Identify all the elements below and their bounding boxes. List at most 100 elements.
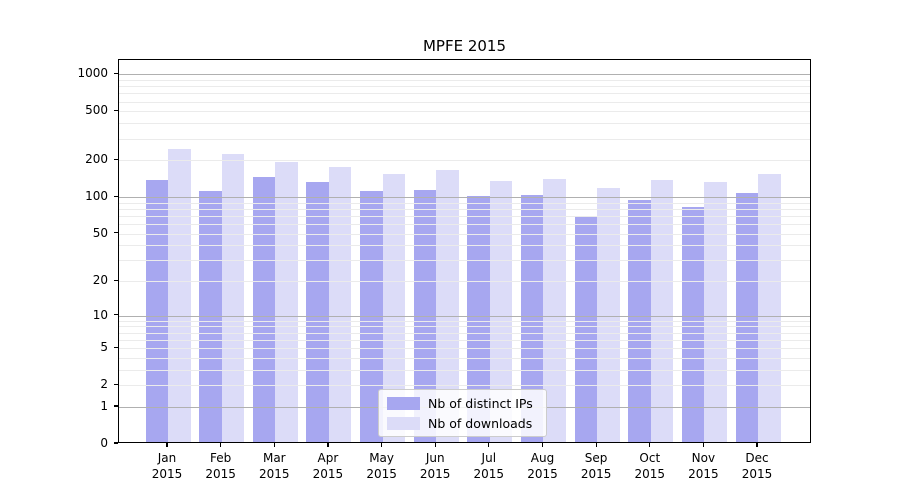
bar-distinct-ips-aug (520, 195, 544, 442)
legend-entry-downloads: Nb of downloads (387, 416, 546, 431)
bar-downloads-mar (275, 162, 298, 442)
gridline-minor-4 (119, 357, 810, 359)
bar-downloads-sep (597, 188, 620, 442)
gridline-major-1000 (119, 74, 810, 76)
y-tick-label-50: 50 (92, 225, 108, 240)
gridline-minor-80 (119, 208, 810, 210)
gridline-minor-60 (119, 224, 810, 225)
gridline-minor-900 (119, 80, 810, 81)
x-tick-label-apr: Apr 2015 (312, 451, 344, 481)
bar-downloads-jan (168, 148, 191, 442)
x-tick-dec (756, 443, 758, 447)
y-tick-5 (113, 346, 118, 348)
y-tick-1 (113, 405, 118, 407)
x-tick-label-mar: Mar 2015 (259, 451, 290, 481)
y-tick-200 (113, 158, 118, 160)
y-tick-500 (113, 109, 118, 112)
y-tick-20 (113, 279, 118, 281)
y-tick-100 (113, 195, 118, 197)
chart-title: MPFE 2015 (422, 37, 507, 55)
x-tick-label-oct: Oct 2015 (634, 451, 666, 481)
x-tick-nov (702, 443, 705, 447)
x-tick-label-jul: Jul 2015 (473, 451, 505, 481)
x-tick-mar (273, 443, 275, 447)
gridline-minor-6 (119, 339, 810, 341)
gridline-minor-5 (119, 348, 810, 350)
x-tick-label-jun: Jun 2015 (419, 451, 451, 481)
x-tick-aug (541, 443, 544, 447)
bar-downloads-nov (704, 182, 727, 442)
y-tick-label-10: 10 (92, 307, 108, 322)
gridline-minor-50 (119, 233, 810, 235)
y-tick-label-500: 500 (85, 103, 108, 118)
y-tick-0 (113, 442, 118, 444)
legend-entry-distinct-ips: Nb of distinct IPs (387, 396, 546, 411)
bar-distinct-ips-nov (681, 206, 705, 442)
bar-downloads-dec (758, 173, 781, 442)
gridline-minor-500 (119, 111, 810, 113)
bar-distinct-ips-dec (735, 192, 759, 442)
gridline-minor-400 (119, 123, 810, 125)
x-tick-jun (434, 443, 436, 447)
gridline-major-10 (119, 315, 810, 317)
plot-area (118, 59, 811, 443)
bar-downloads-oct (650, 180, 674, 442)
gridline-minor-2 (119, 385, 810, 387)
y-tick-label-100: 100 (85, 189, 108, 204)
bar-distinct-ips-sep (574, 216, 598, 442)
gridline-minor-3 (119, 369, 810, 371)
y-tick-10 (113, 314, 118, 316)
x-tick-label-nov: Nov 2015 (688, 451, 719, 481)
x-tick-apr (327, 443, 329, 447)
gridline-minor-70 (119, 215, 810, 217)
bar-distinct-ips-oct (628, 199, 651, 442)
bar-downloads-jun (436, 170, 459, 442)
gridline-minor-40 (119, 245, 810, 247)
y-tick-label-5: 5 (100, 340, 108, 355)
bar-downloads-apr (328, 166, 352, 442)
gridline-minor-9 (119, 320, 810, 322)
gridline-minor-200 (119, 160, 810, 162)
y-tick-label-200: 200 (85, 152, 108, 167)
gridline-minor-700 (119, 93, 810, 95)
gridline-minor-90 (119, 202, 810, 204)
x-tick-label-feb: Feb 2015 (205, 451, 236, 481)
bar-distinct-ips-apr (306, 182, 329, 442)
legend-label-distinct-ips: Nb of distinct IPs (428, 395, 533, 411)
gridline-minor-800 (119, 86, 810, 88)
gridline-minor-600 (119, 101, 810, 103)
y-tick-2 (113, 383, 118, 385)
y-tick-50 (113, 232, 118, 234)
legend: Nb of distinct IPs Nb of downloads (378, 389, 547, 437)
bar-downloads-jul (489, 181, 513, 442)
y-tick-label-1000: 1000 (77, 66, 108, 81)
x-tick-label-sep: Sep 2015 (580, 451, 612, 481)
x-tick-oct (649, 443, 651, 447)
bar-downloads-aug (543, 179, 566, 442)
y-tick-label-20: 20 (92, 273, 108, 288)
y-tick-1000 (113, 72, 118, 74)
x-tick-feb (220, 443, 222, 447)
x-tick-may (381, 443, 383, 447)
bar-distinct-ips-jan (145, 179, 168, 442)
legend-swatch-downloads (387, 416, 420, 430)
bar-distinct-ips-jul (467, 195, 490, 442)
x-tick-label-aug: Aug 2015 (527, 451, 558, 481)
x-tick-jul (488, 443, 490, 447)
y-tick-label-2: 2 (100, 377, 108, 392)
gridline-minor-30 (119, 260, 810, 262)
bar-downloads-may (382, 173, 406, 442)
gridline-minor-7 (119, 332, 810, 334)
gridline-minor-300 (119, 138, 810, 140)
gridline-minor-20 (119, 281, 810, 283)
x-tick-jan (166, 443, 168, 447)
gridline-major-100 (119, 197, 810, 199)
y-tick-label-1: 1 (100, 398, 108, 413)
x-tick-label-dec: Dec 2015 (741, 451, 773, 481)
x-tick-label-jan: Jan 2015 (151, 451, 183, 481)
legend-swatch-distinct-ips (387, 396, 420, 410)
x-tick-label-may: May 2015 (366, 451, 397, 481)
legend-label-downloads: Nb of downloads (428, 415, 533, 431)
bar-distinct-ips-mar (252, 176, 276, 442)
